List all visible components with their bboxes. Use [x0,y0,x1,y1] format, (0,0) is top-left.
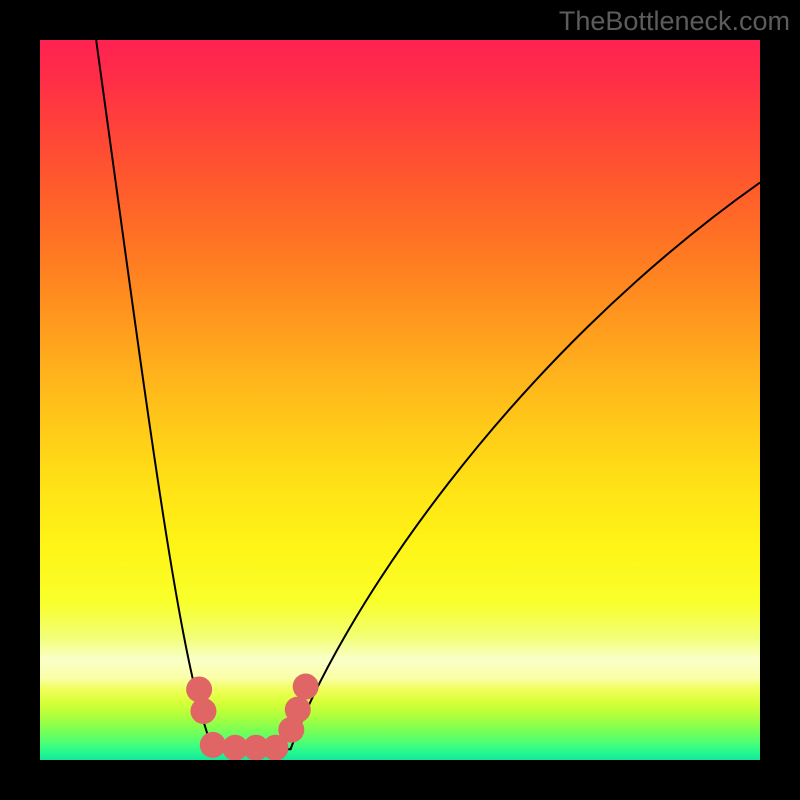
curve-marker [285,697,311,723]
gradient-background [40,40,760,760]
curve-marker [186,676,212,702]
bottleneck-curve-plot [40,40,760,760]
curve-marker [200,732,226,758]
watermark-text: TheBottleneck.com [559,6,790,37]
chart-frame: TheBottleneck.com [0,0,800,800]
curve-marker [293,674,319,700]
curve-marker [190,698,216,724]
